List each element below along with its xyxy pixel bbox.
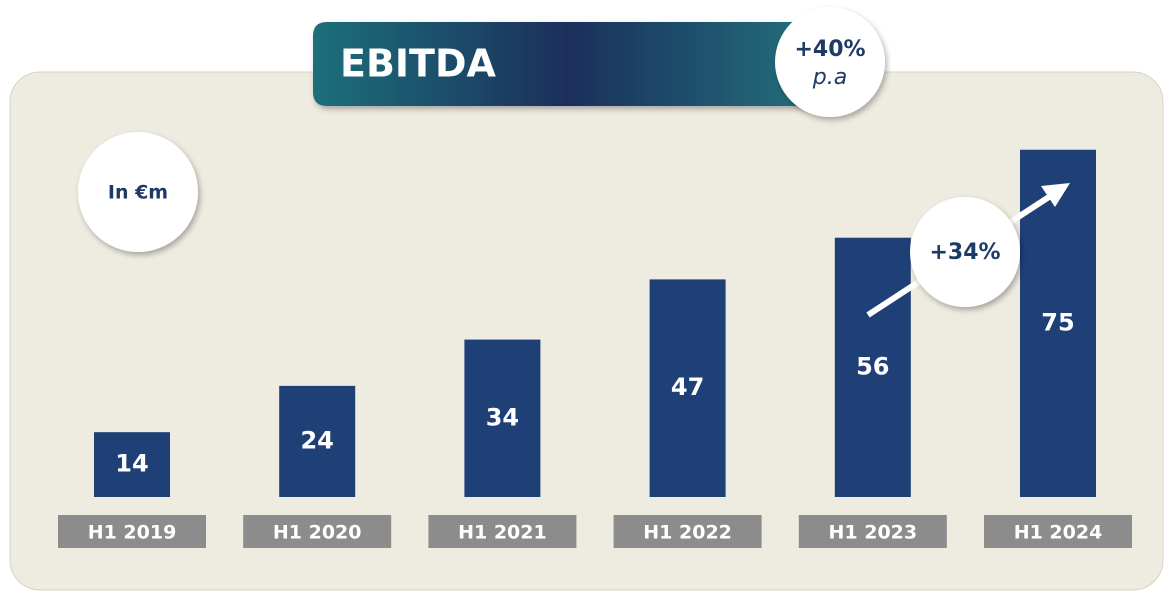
bar <box>279 385 356 497</box>
bar <box>464 339 541 497</box>
value-label: 47 <box>671 373 704 401</box>
bar <box>834 237 911 497</box>
growth-period: p.a <box>812 65 847 90</box>
x-tick-label: H1 2023 <box>828 522 917 544</box>
bars: H1 2019 14 H1 2020 24 H1 2021 34 H1 2022 47 H1 2… <box>58 149 1132 548</box>
category-box <box>428 515 577 548</box>
x-tick-label: H1 2019 <box>88 522 177 544</box>
value-label: 34 <box>486 403 519 431</box>
panel <box>9 71 1164 591</box>
value-label: 24 <box>300 426 333 454</box>
value-label: 75 <box>1041 308 1074 336</box>
category-box <box>798 515 947 548</box>
bar <box>94 432 170 497</box>
category-box <box>613 515 762 548</box>
chart-title: EBITDA <box>340 42 497 86</box>
unit-label: In €m <box>108 182 168 204</box>
bar <box>649 279 726 497</box>
growth-last-circle <box>910 197 1020 307</box>
x-tick-label: H1 2020 <box>273 522 362 544</box>
x-tick-label: H1 2024 <box>1014 522 1103 544</box>
growth-circle <box>775 7 885 117</box>
value-label: 14 <box>115 450 148 478</box>
title-pill <box>313 22 820 106</box>
category-box <box>984 515 1132 548</box>
growth-last: +34% <box>929 240 1000 265</box>
category-box <box>58 515 206 548</box>
arrow-head <box>1041 183 1070 207</box>
x-tick-label: H1 2021 <box>458 522 547 544</box>
x-tick-label: H1 2022 <box>643 522 732 544</box>
category-box <box>243 515 392 548</box>
growth-value: +40% <box>794 37 865 62</box>
unit-circle <box>78 132 198 252</box>
value-label: 56 <box>856 352 889 380</box>
